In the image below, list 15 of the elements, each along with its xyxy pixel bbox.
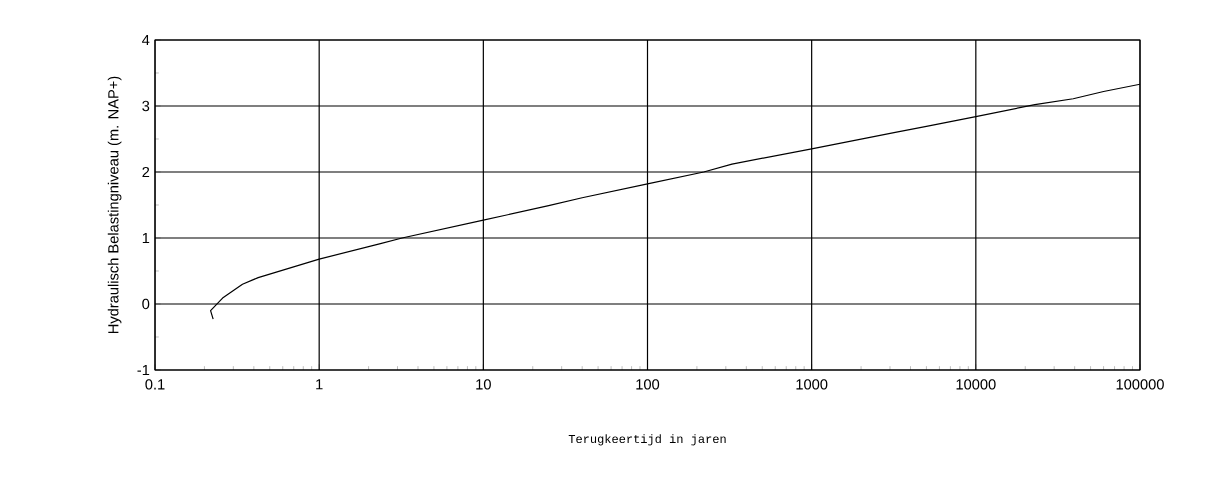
x-tick-label: 100000 bbox=[1116, 379, 1164, 390]
y-tick-label: 1 bbox=[142, 232, 150, 244]
x-tick-label: 10 bbox=[476, 379, 491, 390]
y-axis-title: Hydraulisch Belastingniveau (m. NAP+) bbox=[107, 76, 122, 334]
x-tick-label: 100 bbox=[636, 379, 660, 390]
y-tick-label: -1 bbox=[137, 364, 150, 376]
x-tick-label: 0.1 bbox=[145, 379, 165, 390]
y-tick-label: 0 bbox=[142, 298, 150, 310]
x-axis-title: Terugkeertijd in jaren bbox=[568, 434, 726, 446]
y-tick-label: 4 bbox=[142, 34, 150, 46]
y-tick-label: 3 bbox=[142, 100, 150, 112]
x-tick-label: 1 bbox=[316, 379, 323, 390]
x-tick-label: 10000 bbox=[956, 379, 996, 390]
y-tick-label: 2 bbox=[142, 166, 150, 178]
x-tick-label: 1000 bbox=[796, 379, 828, 390]
